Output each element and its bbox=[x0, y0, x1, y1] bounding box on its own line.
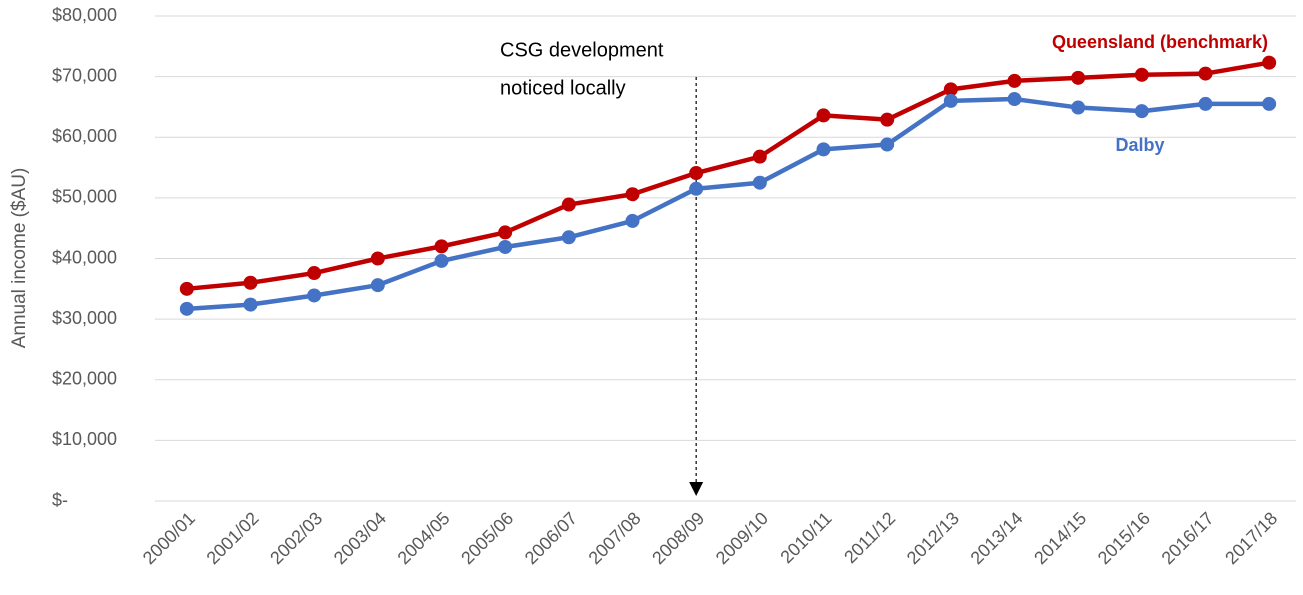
data-point bbox=[943, 82, 958, 97]
annotation-text: CSG development bbox=[500, 39, 664, 61]
data-point bbox=[1198, 96, 1213, 111]
x-tick-label: 2016/17 bbox=[1158, 508, 1218, 568]
x-tick-label: 2006/07 bbox=[521, 508, 581, 568]
data-point bbox=[689, 166, 704, 181]
data-point bbox=[1262, 55, 1277, 70]
data-point bbox=[498, 225, 513, 240]
data-point bbox=[179, 301, 194, 316]
data-point bbox=[880, 112, 895, 127]
y-tick-label: $80,000 bbox=[52, 5, 117, 25]
data-point bbox=[498, 239, 513, 254]
x-tick-label: 2004/05 bbox=[394, 508, 454, 568]
y-axis-label: Annual income ($AU) bbox=[9, 168, 30, 349]
series-label: Dalby bbox=[1115, 135, 1164, 155]
data-point bbox=[1007, 73, 1022, 88]
x-tick-label: 2005/06 bbox=[457, 508, 517, 568]
x-tick-label: 2007/08 bbox=[585, 508, 645, 568]
data-point bbox=[1007, 92, 1022, 107]
data-point bbox=[625, 187, 640, 202]
y-tick-label: $60,000 bbox=[52, 126, 117, 146]
data-point bbox=[561, 230, 576, 245]
x-tick-label: 2015/16 bbox=[1094, 508, 1154, 568]
series-line bbox=[186, 96, 1270, 312]
data-point bbox=[1198, 66, 1213, 81]
data-point bbox=[243, 275, 258, 290]
y-tick-label: $- bbox=[52, 490, 68, 510]
data-point bbox=[307, 288, 322, 303]
x-tick-label: 2011/12 bbox=[840, 508, 899, 567]
x-tick-label: 2003/04 bbox=[330, 508, 390, 568]
data-point bbox=[752, 175, 767, 190]
x-tick-label: 2012/13 bbox=[903, 508, 963, 568]
data-point bbox=[943, 93, 958, 108]
y-tick-label: $40,000 bbox=[52, 247, 117, 267]
x-tick-label: 2001/02 bbox=[203, 508, 263, 568]
x-tick-label: 2014/15 bbox=[1030, 508, 1090, 568]
data-point bbox=[752, 149, 767, 164]
data-point bbox=[243, 297, 258, 312]
data-point bbox=[816, 108, 831, 123]
x-tick-label: 2017/18 bbox=[1221, 508, 1281, 568]
data-point bbox=[816, 142, 831, 157]
x-tick-label: 2013/14 bbox=[967, 508, 1027, 568]
x-tick-label: 2009/10 bbox=[712, 508, 772, 568]
data-point bbox=[689, 181, 704, 196]
annotation-arrowhead bbox=[689, 482, 704, 496]
series-label: Queensland (benchmark) bbox=[1052, 32, 1268, 52]
y-tick-label: $20,000 bbox=[52, 369, 117, 389]
data-point bbox=[1071, 100, 1086, 115]
x-tick-label: 2010/11 bbox=[776, 508, 835, 567]
data-point bbox=[370, 251, 385, 266]
y-tick-label: $50,000 bbox=[52, 187, 117, 207]
series-line bbox=[186, 60, 1270, 292]
data-point bbox=[1134, 104, 1149, 119]
data-point bbox=[561, 197, 576, 212]
x-tick-label: 2000/01 bbox=[139, 508, 199, 568]
y-tick-label: $70,000 bbox=[52, 65, 117, 85]
data-point bbox=[370, 278, 385, 293]
data-point bbox=[307, 266, 322, 281]
data-point bbox=[625, 213, 640, 228]
x-tick-label: 2002/03 bbox=[266, 508, 326, 568]
y-tick-label: $10,000 bbox=[52, 429, 117, 449]
annotation-text: noticed locally bbox=[500, 77, 626, 99]
x-tick-label: 2008/09 bbox=[648, 508, 708, 568]
data-point bbox=[434, 239, 449, 254]
data-point bbox=[880, 137, 895, 152]
data-point bbox=[434, 253, 449, 268]
data-point bbox=[1071, 70, 1086, 85]
data-point bbox=[1134, 67, 1149, 82]
data-point bbox=[1262, 96, 1277, 111]
y-tick-label: $30,000 bbox=[52, 308, 117, 328]
data-point bbox=[179, 281, 194, 296]
